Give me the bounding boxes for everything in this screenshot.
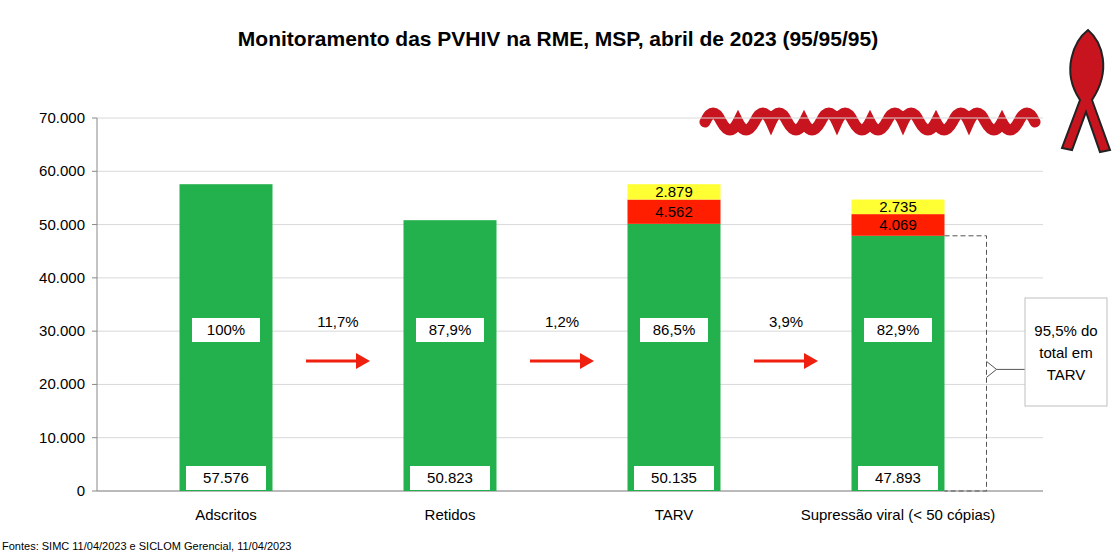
data-label: 50.823 [427, 469, 473, 486]
bar [180, 184, 273, 491]
y-tick-label: 70.000 [39, 109, 85, 126]
data-label: 4.069 [879, 216, 917, 233]
x-tick-label: Retidos [425, 506, 476, 523]
arrow [306, 360, 360, 363]
data-label: 57.576 [203, 469, 249, 486]
tick-mark [92, 171, 97, 172]
loss-label: 1,2% [545, 313, 579, 330]
data-label: 4.562 [655, 203, 693, 220]
data-label: 47.893 [875, 469, 921, 486]
bracket [945, 236, 987, 491]
bracket-link [997, 369, 1026, 370]
arrow-head [580, 353, 594, 369]
title: Monitoramento das PVHIV na RME, MSP, abr… [238, 27, 878, 50]
loss-label: 11,7% [317, 313, 358, 330]
bar [852, 214, 945, 236]
arrow [754, 360, 808, 363]
bracket-tip [987, 361, 997, 377]
share-box [640, 318, 708, 342]
data-label: 2.735 [879, 198, 917, 215]
data-label: 50.135 [651, 469, 697, 486]
arrow [530, 360, 584, 363]
tick-mark [92, 384, 97, 385]
y-tick-label: 30.000 [39, 322, 85, 339]
y-tick-label: 40.000 [39, 269, 85, 286]
ribbon [705, 113, 1035, 130]
ribbon-icon [1062, 30, 1110, 152]
y-tick-label: 60.000 [39, 162, 85, 179]
tick-mark [92, 277, 97, 278]
bar [628, 224, 721, 491]
share-label: 82,9% [877, 321, 920, 338]
tick-mark [92, 224, 97, 225]
label-box [858, 466, 938, 490]
share-box [192, 318, 260, 342]
label-box [186, 466, 266, 490]
bar [628, 200, 721, 224]
y-axis-line [97, 118, 98, 491]
label-box [410, 466, 490, 490]
bracket-box [1025, 298, 1107, 406]
arrow-head [356, 353, 370, 369]
y-tick-label: 20.000 [39, 375, 85, 392]
share-label: 87,9% [429, 321, 472, 338]
x-tick-label: Adscritos [195, 506, 257, 523]
tick-mark [92, 491, 97, 492]
grid [97, 118, 1043, 491]
bar [852, 236, 945, 491]
y-tick-label: 10.000 [39, 429, 85, 446]
loss-label: 3,9% [769, 313, 803, 330]
source: Fontes: SIMC 11/04/2023 e SICLOM Gerenci… [2, 540, 291, 552]
arrow-head [804, 353, 818, 369]
tick-mark [92, 331, 97, 332]
data-label: 2.879 [655, 183, 693, 200]
bars [180, 184, 945, 491]
x-tick-label: Supressão viral (< 50 cópias) [801, 506, 996, 523]
grid-line [97, 118, 1043, 119]
bar [404, 220, 497, 491]
bracket-text: 95,5% do [1034, 322, 1097, 339]
label-box [634, 466, 714, 490]
x-tick-label: TARV [655, 506, 694, 523]
share-box [416, 318, 484, 342]
chart: Monitoramento das PVHIV na RME, MSP, abr… [0, 0, 1116, 559]
tick-mark [92, 437, 97, 438]
bracket-text: TARV [1047, 366, 1086, 383]
labels: 57.576 50.823 50.135 47.893 4.562 4.069 2.879 2… [186, 183, 938, 490]
grid-line [97, 171, 1043, 172]
share-label: 86,5% [653, 321, 696, 338]
share-box [864, 318, 932, 342]
bracket-text: total em [1039, 344, 1092, 361]
y-tick-label: 0 [77, 482, 85, 499]
tick-mark [92, 118, 97, 119]
share-label: 100% [207, 321, 245, 338]
y-tick-label: 50.000 [39, 216, 85, 233]
